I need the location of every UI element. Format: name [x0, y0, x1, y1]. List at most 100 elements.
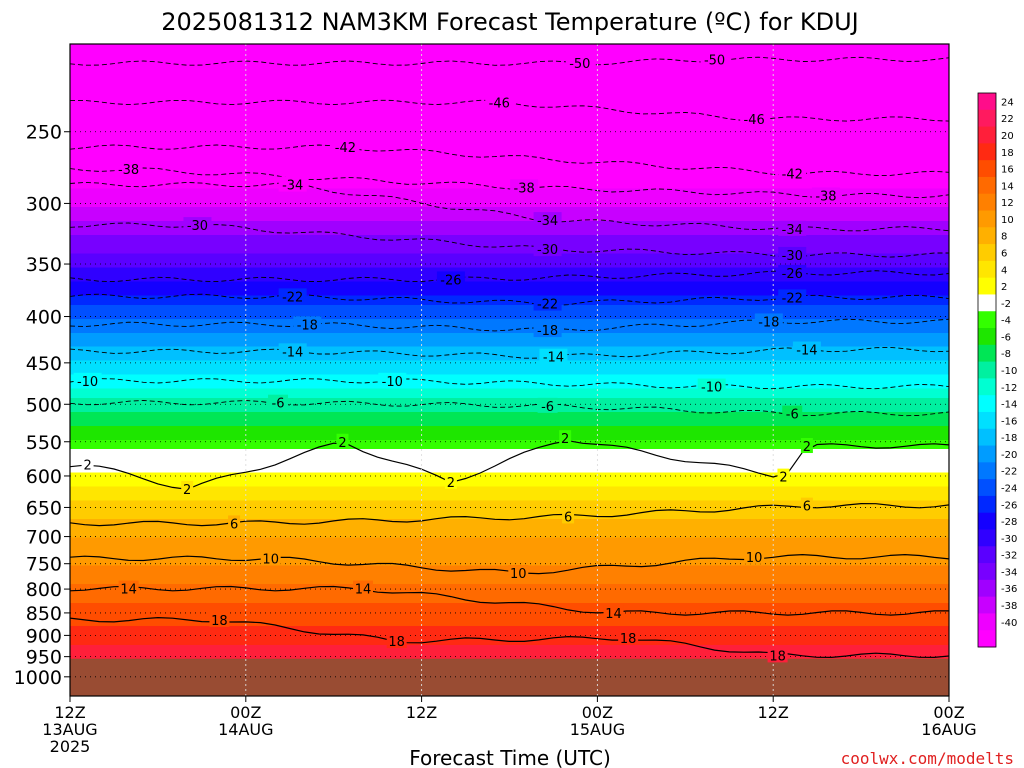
contour-label-bg	[278, 288, 307, 304]
colorbar-label: 22	[1001, 114, 1014, 125]
colorbar-swatch	[978, 428, 996, 447]
contour-label: 14	[605, 607, 622, 622]
colorbar-label: 20	[1001, 131, 1014, 142]
colorbar-swatch	[978, 93, 996, 111]
colorbar-label: -34	[1001, 567, 1017, 578]
contour-label-bg	[386, 633, 407, 649]
x-tick-label: 00Z	[933, 703, 964, 722]
colorbar-swatch	[978, 579, 996, 598]
contour-label-bg	[331, 139, 360, 155]
contour-label-bg	[183, 217, 212, 233]
contour-line	[70, 378, 949, 390]
contour-label-bg	[436, 271, 465, 287]
colorbar-swatch	[978, 411, 996, 430]
colorbar-swatch	[978, 495, 996, 514]
colorbar-swatch	[978, 294, 996, 312]
x-tick-label: 16AUG	[921, 720, 976, 739]
y-tick-label: 800	[26, 579, 62, 601]
contour-label-bg	[767, 647, 788, 663]
contour-label: -14	[543, 351, 564, 366]
contour-label-bg	[81, 456, 94, 472]
colorbar-label: 24	[1001, 97, 1014, 108]
contour-label: 18	[211, 614, 228, 629]
contour-label: -34	[782, 223, 803, 238]
contour-label-bg	[603, 604, 624, 620]
contour-label-bg	[533, 241, 562, 257]
contour-label: 6	[803, 500, 811, 515]
colorbar-swatch	[978, 361, 996, 379]
x-tick-label: 12Z	[758, 703, 789, 722]
colorbar-swatch	[978, 546, 996, 564]
contour-label: -6	[272, 397, 285, 412]
contour-label: 2	[83, 459, 91, 474]
contour-label: -26	[440, 273, 461, 288]
y-tick-label: 650	[26, 497, 62, 519]
contour-label-bg	[278, 343, 307, 359]
contour-label: -38	[514, 181, 535, 196]
contour-label: -18	[537, 324, 558, 339]
colorbar-swatch	[978, 378, 996, 396]
contour-label: 10	[746, 551, 763, 566]
y-tick-label: 850	[26, 603, 62, 625]
contour-label-bg	[778, 289, 807, 305]
colorbar-label: -16	[1001, 416, 1017, 427]
x-tick-label: 15AUG	[570, 720, 625, 739]
ground-mask	[70, 658, 949, 696]
contour-line	[70, 270, 949, 283]
contour-label-bg	[562, 508, 575, 524]
colorbar-label: -12	[1001, 383, 1017, 394]
colorbar-label: -38	[1001, 601, 1017, 612]
colorbar-swatch	[978, 479, 996, 497]
contour-label: -22	[282, 290, 303, 305]
y-tick-label: 350	[26, 254, 62, 276]
contour-label-bg	[508, 565, 529, 581]
contour-label-bg	[778, 220, 807, 236]
contour-label-bg	[260, 550, 281, 566]
contour-label-bg	[533, 322, 562, 338]
colorbar-swatch	[978, 563, 996, 581]
contour-label: -10	[701, 381, 722, 396]
contour-label-bg	[533, 212, 562, 228]
contour-label-bg	[618, 630, 639, 646]
colorbar-label: -2	[1001, 299, 1011, 310]
x-tick-label: 00Z	[230, 703, 261, 722]
contour-label-bg	[740, 110, 769, 126]
colorbar-label: -8	[1001, 349, 1011, 360]
x-tick-label: 13AUG	[42, 720, 97, 739]
contour-label: -46	[489, 96, 510, 111]
contour-label: -26	[782, 267, 803, 282]
contour-label: -38	[118, 163, 139, 178]
y-tick-label: 400	[26, 307, 62, 329]
colorbar-label: -20	[1001, 450, 1017, 461]
contour-label: 14	[120, 583, 137, 598]
contour-line	[70, 318, 949, 332]
contour-label-bg	[754, 313, 783, 329]
colorbar-swatch	[978, 630, 996, 648]
contour-line	[70, 167, 949, 199]
contour-label-bg	[353, 580, 373, 596]
colorbar-swatch	[978, 344, 996, 363]
contour-label: -10	[382, 375, 403, 390]
contour-label: -42	[335, 141, 356, 156]
colorbar-label: 14	[1001, 181, 1014, 192]
contour-label-bg	[778, 246, 807, 262]
contour-label: 2	[447, 476, 455, 491]
chart-title: 2025081312 NAM3KM Forecast Temperature (…	[161, 8, 859, 36]
colorbar-label: 6	[1001, 248, 1007, 259]
contour-label: 2	[561, 432, 569, 447]
contour-label-bg	[268, 394, 289, 410]
contour-label: -18	[758, 315, 779, 330]
contour-label-bg	[800, 497, 813, 513]
contour-label-bg	[444, 473, 457, 489]
colorbar-swatch	[978, 193, 996, 212]
contour-label: -34	[537, 214, 558, 229]
contour-label-bg	[485, 94, 514, 110]
source-credit[interactable]: coolwx.com/modelts	[841, 749, 1014, 768]
colorbar-label: -14	[1001, 400, 1017, 411]
contour-label: -42	[782, 167, 803, 182]
contour-label-bg	[181, 480, 194, 496]
y-tick-label: 700	[26, 527, 62, 549]
x-tick-label: 12Z	[406, 703, 437, 722]
contour-label-bg	[777, 468, 790, 484]
